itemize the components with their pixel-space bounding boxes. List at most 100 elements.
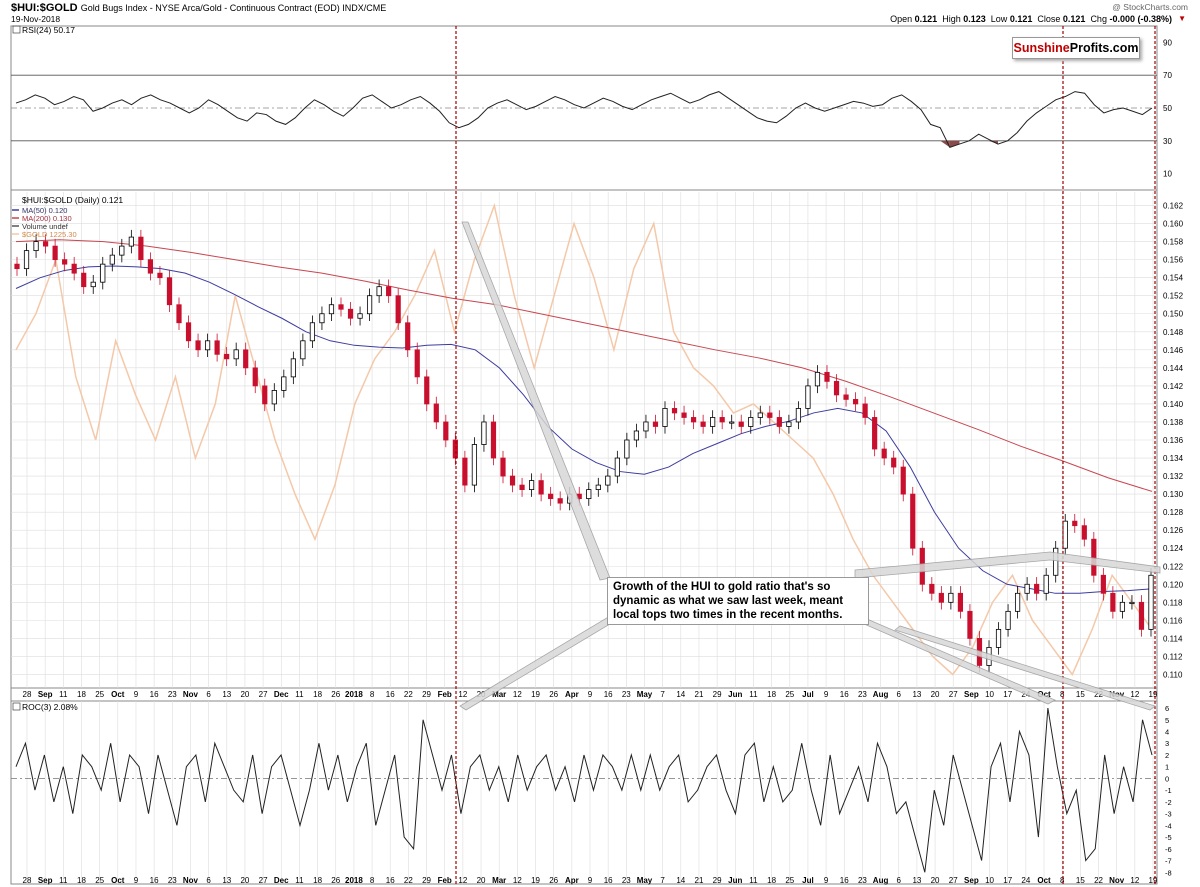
x-tick-label: 9 — [134, 690, 139, 699]
x-tick-label: 11 — [59, 690, 68, 699]
candle-body — [376, 286, 382, 297]
price-legend-entry: MA(50) 0.120 — [22, 206, 67, 215]
x-tick-label: Mar — [492, 876, 506, 885]
candle-body — [119, 245, 125, 256]
candle-body — [1005, 610, 1011, 630]
candle-body — [128, 236, 134, 247]
x-tick-label: 20 — [931, 876, 940, 885]
candle-body — [690, 417, 697, 423]
candle-body — [557, 498, 563, 504]
annotation-box: Growth of the HUI to gold ratio that's s… — [607, 577, 869, 625]
x-tick-label: 9 — [588, 690, 593, 699]
plot-frame — [10, 25, 1158, 885]
candle-body — [271, 389, 277, 405]
candle-body — [710, 417, 716, 427]
x-tick-label: Oct — [1037, 876, 1051, 885]
candle-body — [1138, 601, 1145, 630]
x-tick-label: 16 — [840, 690, 849, 699]
candle-body — [814, 371, 821, 387]
candle-body — [319, 313, 325, 324]
candle-body — [90, 281, 96, 288]
roc-y-tick-label: 1 — [1165, 763, 1169, 772]
candle-body — [1024, 583, 1030, 594]
x-tick-label: 18 — [313, 876, 322, 885]
down-arrow-icon: ▼ — [1178, 14, 1186, 23]
candle-body — [347, 308, 354, 319]
x-tick-label: 10 — [985, 690, 994, 699]
rsi-oversold-fill — [949, 140, 960, 148]
rsi-y-tick-label: 70 — [1163, 71, 1172, 80]
candle-body — [862, 403, 868, 418]
x-tick-label: 12 — [458, 690, 467, 699]
x-tick-label: Dec — [274, 690, 289, 699]
price-y-tick-label: 0.120 — [1163, 580, 1184, 589]
sunshine-profits-logo: SunshineProfits.com — [1012, 37, 1140, 59]
x-tick-label: 27 — [949, 876, 958, 885]
price-y-tick-label: 0.112 — [1163, 652, 1183, 661]
x-tick-label: 9 — [134, 876, 139, 885]
candle-body — [109, 254, 115, 265]
price-y-tick-label: 0.142 — [1163, 382, 1184, 391]
candle-body — [1129, 601, 1135, 604]
candle-body — [1062, 520, 1068, 549]
candle-body — [700, 421, 706, 427]
candle-body — [614, 457, 620, 477]
x-tick-label: 22 — [404, 876, 413, 885]
candle-body — [481, 421, 487, 445]
candle-body — [366, 295, 373, 315]
candle-body — [52, 245, 58, 261]
candle-body — [357, 313, 363, 319]
roc-y-tick-label: -6 — [1165, 845, 1172, 854]
rsi-oversold-fill — [988, 140, 998, 145]
rsi-y-tick-label: 30 — [1163, 137, 1172, 146]
x-tick-label: 27 — [949, 690, 958, 699]
candle-body — [995, 628, 1002, 648]
candle-body — [452, 439, 458, 459]
x-tick-label: 8 — [370, 876, 375, 885]
candle-body — [643, 421, 649, 432]
price-y-tick-label: 0.132 — [1163, 472, 1184, 481]
candle-body — [224, 353, 230, 360]
candle-body — [500, 457, 506, 477]
x-tick-label: 29 — [713, 876, 722, 885]
x-tick-label: 16 — [150, 690, 159, 699]
price-legend-entry: MA(200) 0.130 — [22, 214, 72, 223]
price-legend-entry: $GOLD 1225.30 — [22, 230, 77, 239]
annotation-pointer — [459, 615, 622, 711]
x-tick-label: Feb — [438, 690, 452, 699]
price-y-tick-label: 0.130 — [1163, 490, 1184, 499]
x-tick-label: Nov — [183, 690, 199, 699]
x-tick-label: 22 — [404, 690, 413, 699]
roc-y-tick-label: 0 — [1165, 774, 1169, 783]
candle-body — [719, 417, 725, 423]
x-tick-label: 25 — [95, 690, 104, 699]
x-tick-label: 26 — [331, 876, 340, 885]
candle-body — [509, 475, 516, 486]
x-tick-label: 22 — [1094, 876, 1103, 885]
x-tick-label: Sep — [964, 690, 979, 699]
x-tick-label: 20 — [477, 876, 486, 885]
candle-body — [1053, 547, 1059, 576]
candle-body — [23, 250, 30, 270]
x-tick-label: 8 — [1060, 690, 1065, 699]
x-tick-label: 7 — [660, 690, 665, 699]
x-tick-label: 18 — [77, 876, 86, 885]
price-title: $HUI:$GOLD (Daily) 0.121 — [22, 195, 123, 205]
roc-y-tick-label: -3 — [1165, 810, 1172, 819]
price-y-tick-label: 0.146 — [1163, 346, 1184, 355]
x-tick-label: 21 — [695, 876, 704, 885]
candle-body — [1110, 592, 1116, 612]
candle-body — [281, 376, 287, 391]
roc-y-tick-label: -4 — [1165, 821, 1172, 830]
x-tick-label: May — [637, 690, 653, 699]
x-tick-label: Nov — [1109, 876, 1125, 885]
ma200-line — [15, 239, 1153, 492]
x-tick-label: 14 — [676, 690, 685, 699]
x-tick-label: Apr — [565, 876, 579, 885]
annotation-pointer — [461, 221, 611, 581]
price-y-tick-label: 0.162 — [1163, 202, 1184, 211]
candle-body — [262, 385, 268, 405]
candle-body — [1091, 538, 1097, 576]
x-tick-label: 16 — [604, 876, 613, 885]
roc-y-tick-label: -5 — [1165, 833, 1172, 842]
